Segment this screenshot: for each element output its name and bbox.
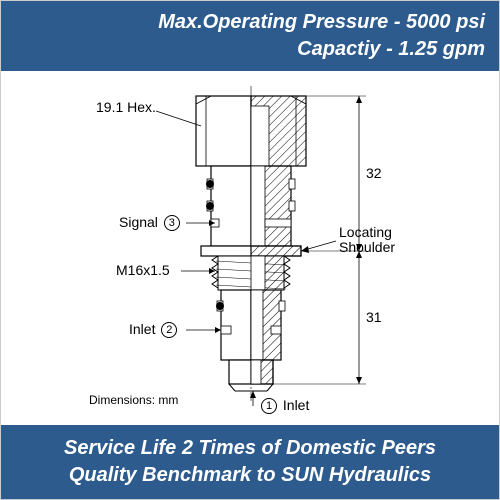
header-banner: Max.Operating Pressure - 5000 psi Capact… <box>1 1 499 71</box>
footer-line-1: Service Life 2 Times of Domestic Peers <box>9 435 491 462</box>
dim-lower: 31 <box>366 309 382 325</box>
footer-banner: Service Life 2 Times of Domestic Peers Q… <box>1 425 499 499</box>
label-inlet-side: Inlet 2 <box>129 321 179 338</box>
port-2-icon: 2 <box>161 322 177 338</box>
label-thread: M16x1.5 <box>116 262 170 278</box>
valve-drawing <box>1 71 500 431</box>
inlet1-text: Inlet <box>283 397 309 413</box>
diagram-area: 19.1 Hex. Signal 3 M16x1.5 Inlet 2 Locat… <box>1 71 499 425</box>
signal-text: Signal <box>119 214 158 230</box>
label-locating-shoulder: Locating Shoulder <box>339 225 395 256</box>
dim-upper: 32 <box>366 165 382 181</box>
label-inlet-bottom: 1 Inlet <box>259 397 309 414</box>
label-hex: 19.1 Hex. <box>96 99 156 115</box>
header-line-2: Capactiy - 1.25 gpm <box>15 36 485 63</box>
locating-text: Locating <box>339 225 395 240</box>
header-line-1: Max.Operating Pressure - 5000 psi <box>15 9 485 36</box>
inlet2-text: Inlet <box>129 321 155 337</box>
shoulder-text: Shoulder <box>339 240 395 255</box>
infographic-container: Max.Operating Pressure - 5000 psi Capact… <box>0 0 500 500</box>
label-signal: Signal 3 <box>119 214 182 231</box>
footer-line-2: Quality Benchmark to SUN Hydraulics <box>9 462 491 489</box>
port-3-icon: 3 <box>164 215 180 231</box>
port-1-icon: 1 <box>261 398 277 414</box>
units-label: Dimensions: mm <box>89 393 178 407</box>
